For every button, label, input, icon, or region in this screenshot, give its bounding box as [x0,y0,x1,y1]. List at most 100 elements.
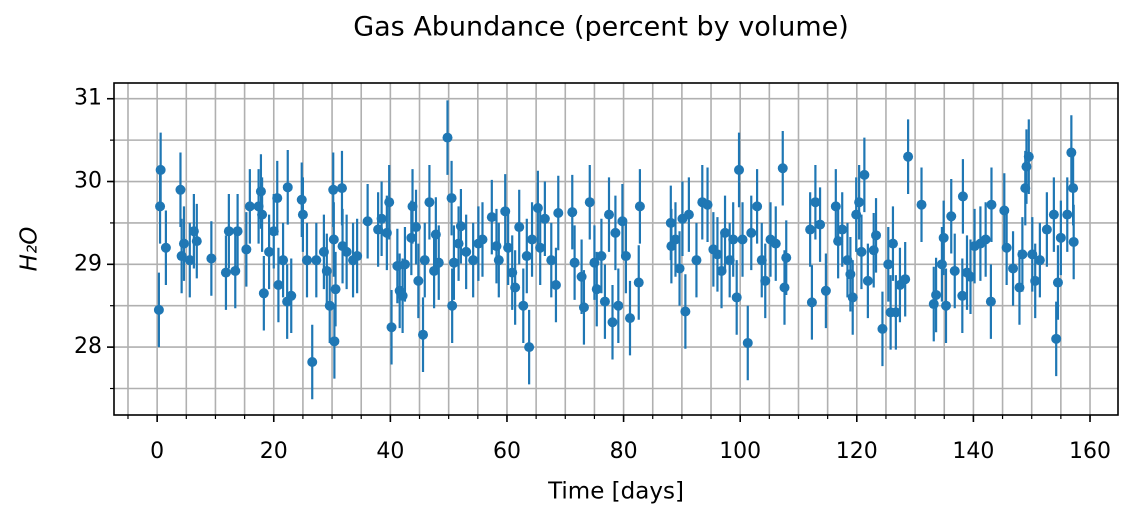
data-point [155,164,166,175]
data-point [680,306,691,317]
data-point [877,323,888,334]
data-point [406,232,417,243]
data-point [153,304,164,315]
data-point [296,194,307,205]
data-point [620,251,631,262]
data-point [674,263,685,274]
data-point [916,199,927,210]
data-point [491,241,502,252]
y-tick-label: 31 [74,86,102,111]
x-tick-label: 40 [376,439,404,464]
y-axis-label: H₂O [17,227,43,272]
data-point [381,227,392,238]
data-point [273,280,284,291]
x-tick-label: 80 [610,439,638,464]
data-point [550,280,561,291]
data-point [206,253,217,264]
data-point [731,292,742,303]
data-point [999,205,1010,216]
data-point [734,164,745,175]
x-tick-label: 60 [493,439,521,464]
data-point [613,300,624,311]
data-point [900,274,911,285]
data-point [871,230,882,241]
data-point [946,211,957,222]
data-point [712,249,723,260]
data-point [411,222,422,233]
data-point [634,201,645,212]
data-point [341,246,352,257]
data-point [1021,161,1032,172]
data-point [244,201,255,212]
data-point [883,259,894,270]
data-point [683,209,694,220]
data-point [301,255,312,266]
data-point [477,234,488,245]
data-point [539,213,550,224]
data-point [397,290,408,301]
data-point [720,227,731,238]
data-point [847,292,858,303]
data-point [985,296,996,307]
data-point [448,257,459,268]
x-tick-label: 0 [150,439,164,464]
data-point [578,302,589,313]
data-point [949,265,960,276]
data-point [1034,255,1045,266]
data-point [928,299,939,310]
data-point [931,289,942,300]
data-point [986,199,997,210]
data-point [810,197,821,208]
data-point [524,342,535,353]
data-point [815,219,826,230]
x-tick-label: 20 [260,439,288,464]
data-point [607,317,618,328]
data-point [453,238,464,249]
data-point [1041,224,1052,235]
data-point [329,336,340,347]
data-point [845,269,856,280]
data-point [455,221,466,232]
data-point [854,197,865,208]
data-point [307,357,318,368]
data-point [936,259,947,270]
data-point [965,271,976,282]
data-point [567,207,578,218]
data-point [1051,333,1062,344]
data-point [446,193,457,204]
data-point [903,151,914,162]
data-point [546,255,557,266]
data-point [779,282,790,293]
data-point [957,191,968,202]
data-point [604,209,615,220]
data-point [1023,151,1034,162]
data-point [535,242,546,253]
data-point [493,255,504,266]
data-point [938,232,949,243]
data-point [833,236,844,247]
data-point [264,246,275,257]
data-point [670,234,681,245]
data-point [257,209,268,220]
data-point [820,285,831,296]
chart-title: Gas Abundance (percent by volume) [353,12,849,43]
data-point [220,267,231,278]
data-point [362,216,373,227]
data-point [413,275,424,286]
data-point [336,183,347,194]
x-tick-label: 120 [836,439,878,464]
data-point [691,255,702,266]
data-point [241,244,252,255]
x-tick-label: 160 [1069,439,1111,464]
data-point [442,132,453,143]
data-point [781,252,792,263]
data-point [230,265,241,276]
data-point [521,251,532,262]
plot-frame [113,82,1119,416]
y-tick-label: 29 [74,251,102,276]
x-tick-label: 140 [952,439,994,464]
data-point [596,251,607,262]
data-point [728,234,739,245]
data-point [328,234,339,245]
data-point [624,313,635,324]
